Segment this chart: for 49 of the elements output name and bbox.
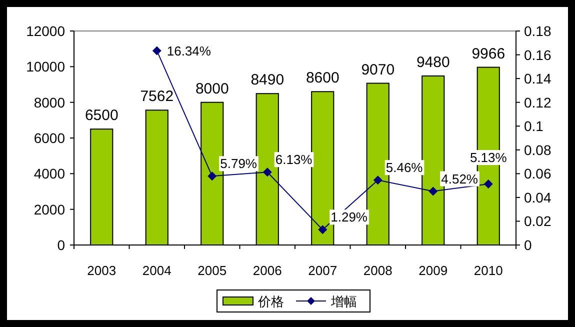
point xyxy=(373,176,382,185)
x-tick-label: 2004 xyxy=(142,263,172,278)
point xyxy=(262,168,272,177)
point xyxy=(484,180,493,189)
y-tick-label: 0 xyxy=(57,237,66,253)
data-label: 6.13% xyxy=(275,152,313,168)
y-tick-label: 8000 xyxy=(34,94,66,110)
x-tick-label: 2003 xyxy=(87,263,116,278)
y-tick-label: 2000 xyxy=(34,201,66,218)
y2-tick-label: 0.12 xyxy=(524,94,552,110)
x-tick-label: 2006 xyxy=(252,263,282,278)
x-tick-label: 2008 xyxy=(363,263,392,278)
y2-tick-label: 0.18 xyxy=(524,23,552,39)
data-label: 8000 xyxy=(195,80,229,98)
y2-tick-label: 0 xyxy=(524,237,532,253)
y-tick-label: 12000 xyxy=(26,23,66,39)
y-tick-label: 10000 xyxy=(26,58,66,75)
y2-tick-label: 0.02 xyxy=(524,213,552,230)
data-label: 5.46% xyxy=(386,160,424,176)
x-tick-label: 2005 xyxy=(198,263,227,278)
data-label: 8600 xyxy=(306,70,340,87)
data-label: 6500 xyxy=(84,107,118,124)
y2-tick-label: 0.04 xyxy=(524,189,552,206)
data-label: 1.29% xyxy=(330,210,368,225)
data-label: 8490 xyxy=(250,72,284,89)
y-tick-label: 6000 xyxy=(34,130,66,146)
legend-label: 增幅 xyxy=(330,294,357,309)
point xyxy=(318,225,328,234)
data-label: 9966 xyxy=(472,45,506,62)
data-label: 9480 xyxy=(416,54,450,71)
legend-label: 价格 xyxy=(257,294,284,309)
data-label: 5.13% xyxy=(470,150,508,166)
x-tick-label: 2009 xyxy=(418,263,448,278)
x-tick-label: 2007 xyxy=(308,263,338,278)
data-label: 5.79% xyxy=(220,156,258,172)
y-tick-label: 4000 xyxy=(34,166,66,182)
y2-tick-label: 0.08 xyxy=(524,142,552,158)
y2-tick-label: 0.14 xyxy=(524,70,552,87)
data-label: 9070 xyxy=(361,61,395,78)
data-label: 7562 xyxy=(140,88,174,106)
point xyxy=(152,46,162,56)
data-label: 4.52% xyxy=(441,171,478,186)
y2-tick-label: 0.06 xyxy=(524,166,552,182)
point xyxy=(208,172,217,181)
point xyxy=(428,186,438,196)
data-label: 16.34% xyxy=(166,44,212,59)
y2-tick-label: 0.16 xyxy=(524,46,552,63)
y2-tick-label: 0.1 xyxy=(524,118,544,134)
x-tick-label: 2010 xyxy=(474,263,503,278)
